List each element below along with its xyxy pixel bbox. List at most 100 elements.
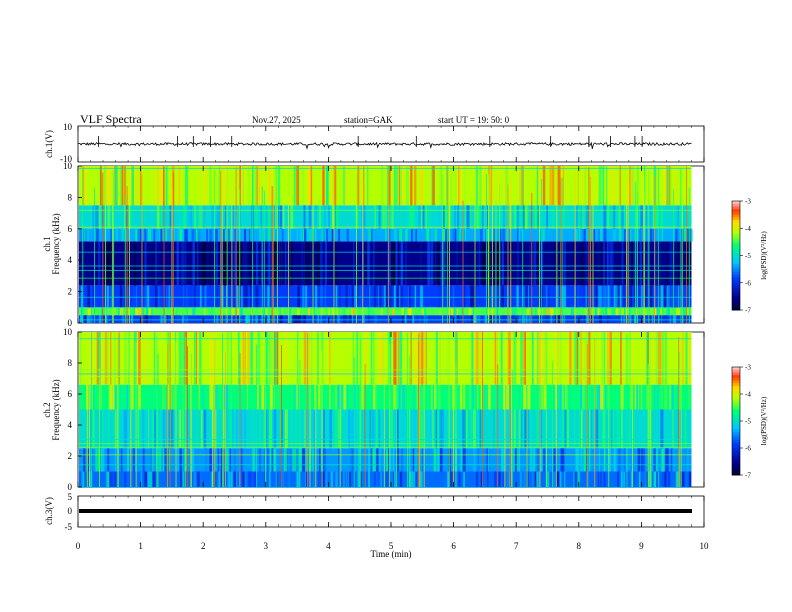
- spectrogram-streak: [480, 332, 483, 385]
- spectrogram-streak: [210, 166, 212, 206]
- spectrogram-band: [79, 166, 692, 206]
- spectrogram-streak: [106, 241, 109, 286]
- spectrogram-streak: [522, 205, 525, 229]
- spectrogram-streak: [187, 205, 190, 229]
- spectrogram-streak: [110, 471, 113, 487]
- colorbar-swatch: [732, 404, 740, 408]
- spectrogram-streak: [296, 307, 300, 316]
- spectrogram-streak: [533, 205, 535, 229]
- spectrogram-streak: [560, 285, 563, 308]
- spectrogram-streak: [410, 307, 414, 316]
- spectrogram-streak: [623, 471, 626, 487]
- spectrogram-streak: [584, 332, 587, 385]
- spectrogram-streak: [319, 241, 322, 286]
- spectrogram-streak: [430, 384, 433, 410]
- spectrogram-streak: [566, 384, 568, 410]
- spectrogram-streak: [318, 471, 320, 487]
- spectrogram-streak: [376, 285, 379, 308]
- spectrogram-streak: [136, 409, 138, 449]
- spectrogram-streak: [556, 307, 559, 316]
- spectrogram-streak: [209, 241, 212, 286]
- spectrogram-streak: [200, 384, 203, 410]
- spectrogram-streak: [597, 384, 600, 410]
- colorbar-swatch: [732, 301, 740, 306]
- spectrogram-streak: [386, 471, 389, 487]
- spectrogram-streak: [343, 471, 345, 487]
- colorbar-swatch: [732, 260, 740, 265]
- spectrogram-streak: [675, 471, 679, 487]
- spectrogram-streak: [526, 409, 530, 449]
- spectrogram-streak: [377, 205, 379, 229]
- spectrogram-streak: [386, 307, 390, 316]
- spectrogram-streak: [164, 228, 167, 242]
- spectrogram-streak: [297, 285, 300, 308]
- spectrogram-streak: [595, 285, 598, 308]
- spectrogram-sferic: [649, 337, 651, 487]
- spectrogram-streak: [98, 409, 102, 449]
- spectrogram-streak: [610, 241, 614, 286]
- ch3-waveform-ylabel: ch.3(V): [44, 497, 54, 525]
- spectrogram-streak: [506, 384, 509, 410]
- spectrogram-streak: [177, 448, 179, 472]
- spectrogram-streak: [97, 241, 101, 286]
- spectrogram-streak: [652, 166, 654, 206]
- spectrogram-streak: [335, 384, 337, 410]
- spectrogram-streak: [212, 409, 214, 449]
- spectrogram-streak: [438, 285, 441, 308]
- spectrogram-streak: [154, 409, 157, 449]
- spectrogram-streak: [262, 307, 265, 316]
- spectrogram-streak: [580, 332, 582, 385]
- spectrogram-streak: [134, 166, 138, 206]
- spectrogram-streak: [657, 384, 659, 410]
- spectrogram-hline: [79, 209, 692, 211]
- spectrogram-streak: [317, 241, 320, 286]
- spectrogram-streak: [158, 448, 162, 472]
- spectrogram-streak: [100, 205, 103, 229]
- spectrogram-streak: [469, 241, 471, 286]
- spectrogram-streak: [638, 471, 641, 487]
- spectrogram-streak: [256, 241, 259, 286]
- spectrogram-streak: [607, 315, 610, 323]
- spectrogram-streak: [137, 384, 141, 410]
- spectrogram-streak: [415, 228, 417, 242]
- spectrogram-sferic: [98, 367, 100, 487]
- spectrogram-sferic: [256, 344, 258, 487]
- spectrogram-streak: [646, 228, 649, 242]
- spectrogram-streak: [108, 409, 110, 449]
- spectrogram-streak: [595, 409, 597, 449]
- colorbar-swatch: [732, 236, 740, 240]
- spectrogram-streak: [358, 471, 360, 487]
- spectrogram-streak: [292, 448, 294, 472]
- spectrogram-streak: [580, 241, 584, 286]
- spectrogram-streak: [235, 228, 239, 242]
- spectrogram-streak: [98, 315, 102, 323]
- colorbar-swatch: [732, 299, 740, 303]
- spectrogram-streak: [164, 448, 167, 472]
- spectrogram-streak: [273, 471, 277, 487]
- spectrogram-hline: [79, 454, 692, 456]
- spectrogram-streak: [488, 448, 490, 472]
- spectrogram-streak: [621, 285, 623, 308]
- spectrogram-sferic: [355, 174, 357, 323]
- spectrogram-streak: [247, 166, 250, 206]
- spectrogram-sferic: [171, 186, 173, 323]
- spectrogram-streak: [204, 307, 208, 316]
- spectrogram-streak: [240, 409, 243, 449]
- spectrogram-sferic: [497, 364, 499, 487]
- spectrogram-sferic: [222, 354, 224, 487]
- colorbar-label: log(PSD)(V²/Hz): [760, 231, 768, 280]
- spectrogram-streak: [343, 384, 346, 410]
- spectrogram-streak: [484, 448, 486, 472]
- spectrogram-streak: [668, 285, 670, 308]
- spectrogram-streak: [533, 241, 537, 286]
- spectrogram-streak: [294, 315, 298, 323]
- spectrogram-streak: [314, 285, 318, 308]
- spectrogram-streak: [234, 409, 236, 449]
- spectrogram-streak: [270, 228, 272, 242]
- spectrogram-streak: [367, 166, 369, 206]
- spectrogram-streak: [85, 448, 87, 472]
- spectrogram-sferic: [487, 185, 489, 323]
- colorbar-swatch: [732, 304, 740, 308]
- spectrogram-sferic: [574, 166, 576, 323]
- colorbar-swatch: [732, 407, 740, 411]
